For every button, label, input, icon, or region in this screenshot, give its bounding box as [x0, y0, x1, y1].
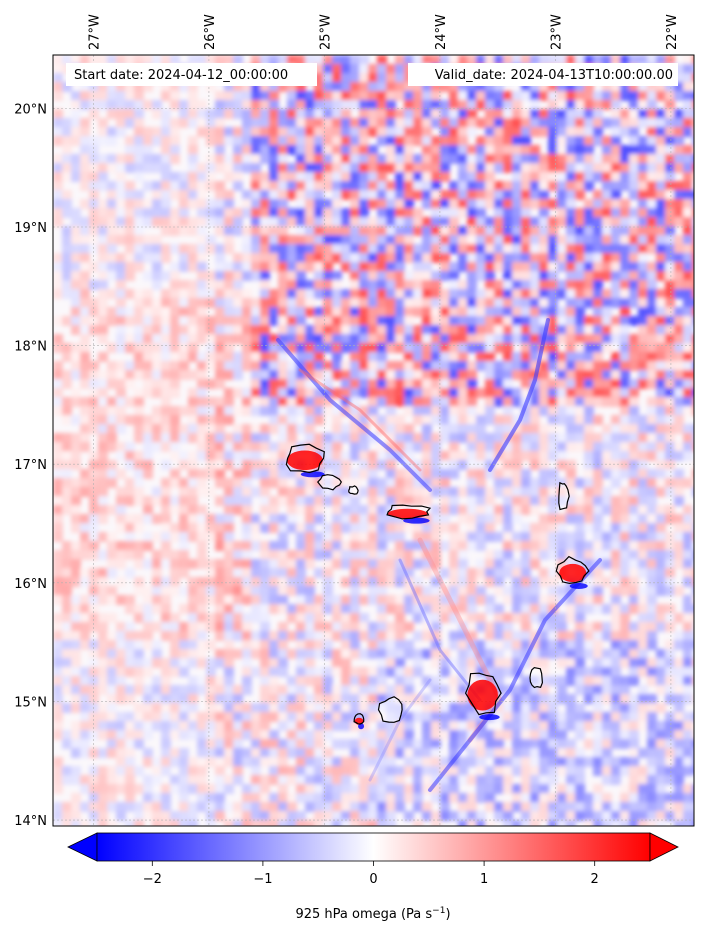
- island-coastline: [285, 443, 325, 474]
- island-coastline: [555, 555, 590, 585]
- island-coastline: [377, 696, 403, 723]
- colorbar-body: [96, 832, 651, 862]
- map-panel: [52, 54, 695, 827]
- colorbar-tick-label: 1: [480, 872, 488, 887]
- latitude-label: 17°N: [14, 458, 47, 473]
- island-coastline: [317, 474, 343, 491]
- colorbar: −2 −1 0 1 2 925 hPa omega (Pa s−1): [67, 832, 679, 922]
- island-coastline: [348, 485, 359, 495]
- colorbar-tick-label: 0: [369, 872, 377, 887]
- latitude-label: 14°N: [14, 814, 47, 829]
- gridlines: [53, 55, 694, 826]
- island-coastline: [386, 504, 432, 520]
- latitude-labels: 20°N 19°N 18°N 17°N 16°N 15°N 14°N: [14, 102, 47, 829]
- colorbar-tick-label: −2: [143, 872, 162, 887]
- latitude-label: 16°N: [14, 577, 47, 592]
- latitude-label: 20°N: [14, 102, 47, 117]
- map-frame: [52, 54, 695, 827]
- island-coastline: [464, 672, 502, 716]
- longitude-label: 27°W: [87, 14, 102, 50]
- latitude-label: 18°N: [14, 340, 47, 355]
- start-date-label: Start date: 2024-04-12_00:00:00: [74, 68, 288, 83]
- omega-field: [53, 55, 694, 826]
- longitude-label: 24°W: [434, 14, 449, 50]
- island-coastline: [353, 713, 365, 725]
- colorbar-right-extension: [649, 832, 679, 862]
- longitude-label: 22°W: [665, 14, 680, 50]
- longitude-labels: 27°W 26°W 25°W 24°W 23°W 22°W: [87, 14, 679, 50]
- longitude-label: 26°W: [203, 14, 218, 50]
- latitude-label: 15°N: [14, 695, 47, 710]
- omega-features: [276, 318, 602, 792]
- colorbar-tick-label: −1: [253, 872, 272, 887]
- colorbar-left-extension: [67, 832, 98, 862]
- island-coastline: [558, 481, 570, 511]
- longitude-label: 25°W: [318, 14, 333, 50]
- colorbar-ticks: −2 −1 0 1 2: [143, 861, 599, 887]
- start-date-box: Start date: 2024-04-12_00:00:00: [66, 63, 317, 86]
- longitude-label: 23°W: [549, 14, 564, 50]
- coastlines: [285, 443, 590, 730]
- colorbar-label: 925 hPa omega (Pa s−1): [295, 906, 450, 922]
- valid-date-box: Valid_date: 2024-04-13T10:00:00.00: [408, 63, 678, 86]
- valid-date-label: Valid_date: 2024-04-13T10:00:00.00: [435, 68, 673, 83]
- latitude-label: 19°N: [14, 221, 47, 236]
- island-coastline: [529, 666, 544, 689]
- colorbar-tick-label: 2: [591, 872, 599, 887]
